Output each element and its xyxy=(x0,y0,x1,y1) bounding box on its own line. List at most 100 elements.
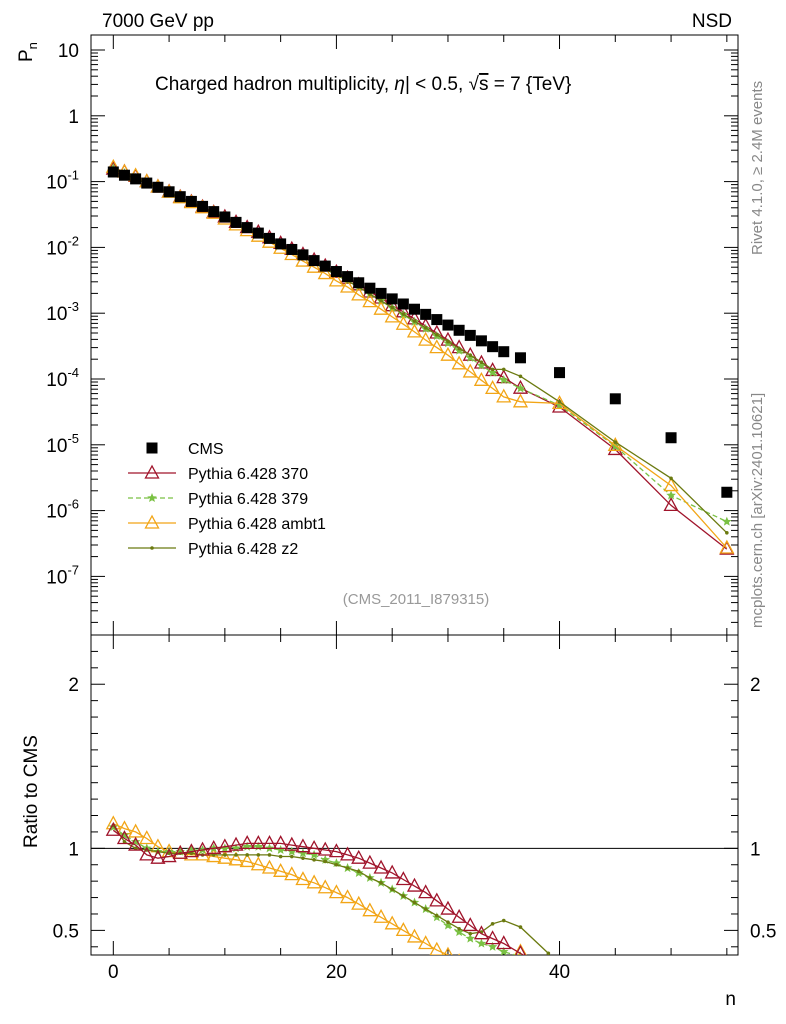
main-point-z2 xyxy=(490,367,495,372)
y-tick-base: 10 xyxy=(58,41,79,62)
ratio-point-z2 xyxy=(345,866,350,870)
ratio-point-ambt1 xyxy=(273,862,289,877)
ratio-point-p370 xyxy=(484,930,501,945)
main-point-ambt1 xyxy=(384,308,400,323)
x-tick-label: 20 xyxy=(326,962,347,983)
ratio-point-p379 xyxy=(130,836,141,846)
main-point-ambt1 xyxy=(362,293,378,308)
title-eta: η xyxy=(394,74,405,95)
ratio-point-ambt1 xyxy=(261,859,278,874)
ratio-point-p370 xyxy=(139,846,155,861)
main-point-ambt1 xyxy=(328,272,345,287)
main-point-z2 xyxy=(468,353,473,357)
main-point-z2 xyxy=(435,332,439,337)
main-point-ambt1 xyxy=(496,388,512,403)
ratio-point-z2 xyxy=(546,951,551,955)
ratio-point-p379 xyxy=(331,858,342,868)
main-point-cms xyxy=(252,227,264,239)
ratio-point-p370 xyxy=(250,835,266,850)
ratio-point-ambt1 xyxy=(429,941,445,955)
main-series-cms xyxy=(107,166,733,498)
main-point-ambt1 xyxy=(440,346,456,361)
main-point-cms xyxy=(353,277,365,289)
main-point-cms xyxy=(420,308,432,320)
ratio-point-p370 xyxy=(429,892,445,907)
main-point-cms xyxy=(442,319,454,331)
ratio-point-z2 xyxy=(211,853,216,857)
ratio-series xyxy=(105,815,551,955)
main-point-ambt1 xyxy=(551,395,568,410)
ratio-point-p370 xyxy=(105,821,121,836)
ratio-line-p370 xyxy=(112,829,525,955)
main-point-cms xyxy=(475,335,487,347)
ratio-point-p379 xyxy=(275,844,286,855)
y-tick-base: 10 xyxy=(46,436,67,457)
main-point-cms xyxy=(514,352,526,364)
ratio-point-p379 xyxy=(231,843,241,853)
main-point-z2 xyxy=(457,346,461,351)
ratio-point-p370 xyxy=(273,835,289,850)
ratio-point-p379 xyxy=(320,854,331,864)
ratio-point-p370 xyxy=(317,841,333,856)
main-point-cms xyxy=(163,186,175,198)
main-point-cms xyxy=(498,346,510,358)
main-point-cms xyxy=(721,486,733,498)
ratio-point-p379 xyxy=(487,941,498,951)
main-point-ambt1 xyxy=(429,339,445,354)
ratio-point-p370 xyxy=(206,839,222,854)
ratio-point-p379 xyxy=(443,920,453,930)
main-point-cms xyxy=(364,282,376,294)
y-tick-label: 10-6 xyxy=(46,497,79,523)
ratio-point-p379 xyxy=(220,843,230,853)
main-point-z2 xyxy=(669,476,673,481)
main-point-p370 xyxy=(462,346,478,361)
y-tick-label: 10-3 xyxy=(46,299,79,325)
main-point-cms xyxy=(197,200,209,212)
ratio-point-z2 xyxy=(401,894,406,898)
main-point-p370 xyxy=(663,497,679,512)
y-tick-exponent: -1 xyxy=(67,168,79,183)
main-point-cms xyxy=(375,287,387,299)
legend-marker-cms xyxy=(146,442,158,454)
main-chart-title: Charged hadron multiplicity, η| < 0.5, √… xyxy=(155,74,571,95)
main-point-cms xyxy=(464,329,476,341)
main-point-cms xyxy=(297,249,309,261)
main-point-ambt1 xyxy=(373,300,389,315)
legend-marker-p379 xyxy=(147,493,157,503)
y-tick-base: 10 xyxy=(46,238,67,259)
main-point-p379 xyxy=(666,490,676,500)
y-tick-exponent: -4 xyxy=(67,365,79,380)
main-point-cms xyxy=(386,293,398,305)
ratio-point-p370 xyxy=(217,838,233,853)
ratio-point-z2 xyxy=(312,858,316,862)
ratio-y-tick-label-right: 0.5 xyxy=(750,921,776,942)
ratio-y-axis-label: Ratio to CMS xyxy=(21,735,42,848)
legend-marker-p370 xyxy=(144,464,160,479)
main-point-ambt1 xyxy=(484,380,501,395)
ratio-point-p370 xyxy=(183,843,199,858)
ratio-point-z2 xyxy=(457,926,461,931)
ratio-point-p370 xyxy=(194,841,211,856)
legend-label-z2: Pythia 6.428 z2 xyxy=(188,541,298,558)
main-point-cms xyxy=(609,393,621,405)
main-point-cms xyxy=(665,432,677,444)
ratio-point-ambt1 xyxy=(458,953,461,955)
main-point-cms xyxy=(453,324,465,336)
title-s: s xyxy=(479,74,489,95)
ratio-point-ambt1 xyxy=(406,928,423,943)
ratio-point-p370 xyxy=(261,835,278,850)
legend: CMS Pythia 6.428 370 Pythia 6.428 379 Pythi… xyxy=(128,441,326,558)
ratio-point-p370 xyxy=(150,849,166,864)
ratio-plot-frame xyxy=(90,634,739,956)
ratio-point-p370 xyxy=(418,884,434,899)
y-tick-exponent: -7 xyxy=(67,562,79,577)
ratio-point-p370 xyxy=(440,900,456,915)
main-point-z2 xyxy=(379,298,383,303)
ratio-point-p379 xyxy=(454,927,464,937)
main-point-cms xyxy=(308,255,320,267)
main-point-cms xyxy=(409,303,420,315)
ratio-point-z2 xyxy=(256,853,261,857)
main-point-cms xyxy=(130,173,142,185)
main-point-z2 xyxy=(518,374,523,379)
